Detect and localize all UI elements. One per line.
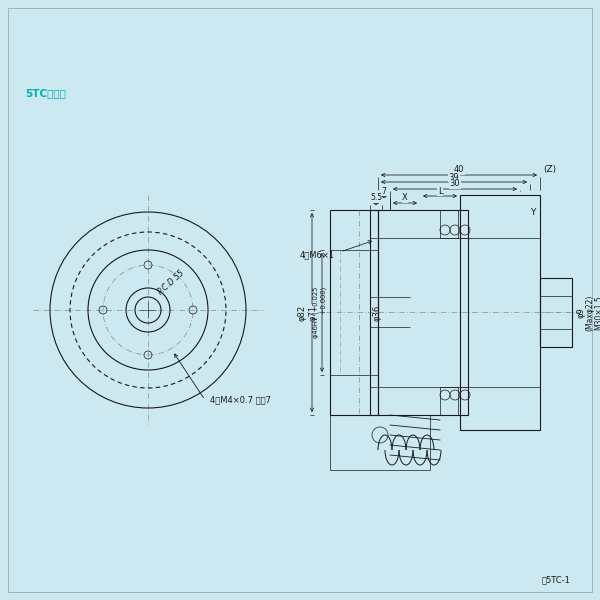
Text: 7: 7 [382, 187, 386, 196]
Text: X: X [402, 193, 408, 202]
Bar [540, 278, 572, 347]
Text: 39: 39 [449, 173, 460, 181]
Text: Y: Y [530, 208, 535, 217]
Text: φ82: φ82 [298, 304, 307, 320]
Text: 5.5: 5.5 [370, 193, 382, 202]
Bar [370, 210, 468, 415]
Text: 40: 40 [454, 166, 464, 175]
Text: L: L [437, 187, 442, 196]
Text: φ71: φ71 [308, 304, 317, 320]
Text: φ9: φ9 [577, 307, 586, 318]
Text: φ46H7 (+0.025
        +0.000): φ46H7 (+0.025 +0.000) [313, 287, 327, 338]
Bar [440, 210, 458, 238]
Text: 30: 30 [449, 179, 460, 188]
Bar [330, 210, 378, 415]
Text: 4－M4×0.7 深サ7: 4－M4×0.7 深サ7 [210, 395, 271, 404]
Bar [330, 415, 430, 470]
Text: 5TC寸法図: 5TC寸法図 [25, 88, 66, 98]
Text: M30×1.5: M30×1.5 [594, 295, 600, 330]
Bar [440, 387, 458, 415]
Text: φ36: φ36 [373, 304, 382, 320]
Bar [460, 195, 540, 430]
Text: 図5TC-1: 図5TC-1 [541, 575, 570, 584]
Text: 4－M6×1: 4－M6×1 [300, 251, 335, 259]
Text: (Maxφ22): (Maxφ22) [585, 295, 594, 331]
Text: (Z): (Z) [543, 165, 556, 174]
Text: P.C.D 55: P.C.D 55 [156, 268, 185, 296]
